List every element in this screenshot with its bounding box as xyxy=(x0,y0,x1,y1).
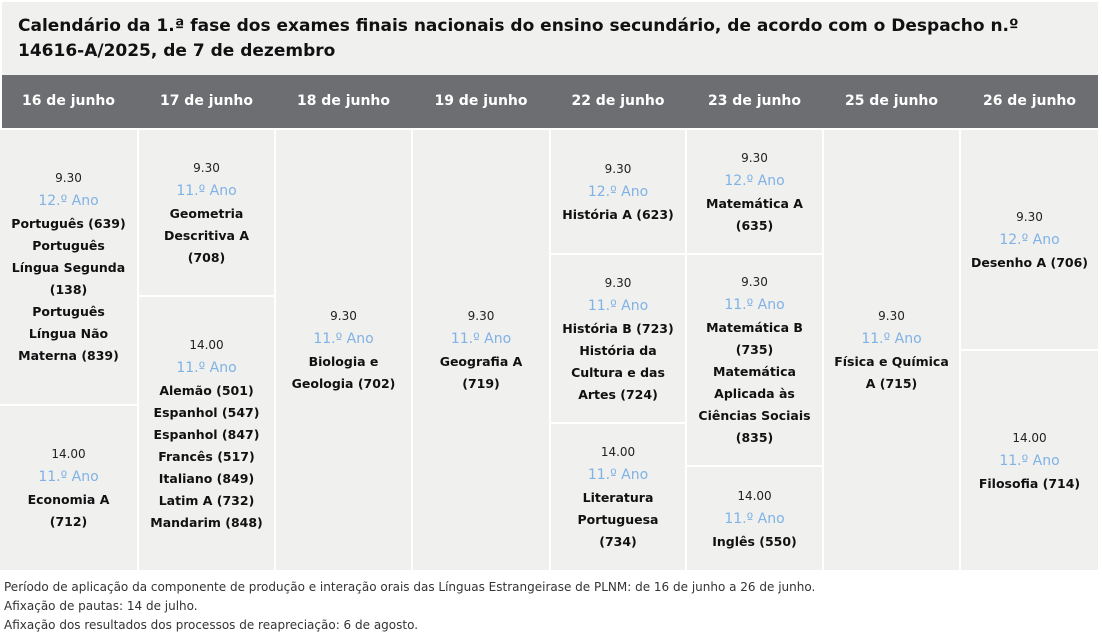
slot-time: 9.30 xyxy=(467,309,495,323)
exam-slot: 9.30 11.º Ano Biologia e Geologia (702) xyxy=(276,130,411,570)
exam-slot: 9.30 12.º Ano Matemática A (635) xyxy=(687,130,822,254)
slot-time: 9.30 xyxy=(604,161,632,176)
page-title: Calendário da 1.ª fase dos exames finais… xyxy=(18,16,1019,61)
exam-name: Espanhol (547) xyxy=(153,404,260,420)
exam-name: Português Língua Não Materna (839) xyxy=(18,303,119,363)
exam-name: Geometria Descritiva A (708) xyxy=(163,205,250,265)
exam-slot: 9.30 12.º Ano Desenho A (706) xyxy=(961,130,1098,349)
exam-name: Biologia e Geologia (702) xyxy=(291,354,396,391)
exam-name: Português Língua Segunda (138) xyxy=(11,237,126,297)
table-header: 16 de junho 17 de junho 18 de junho 19 de j… xyxy=(2,75,1098,128)
exam-slot: 14.00 11.º Ano Economia A (712) xyxy=(0,405,137,570)
slot-time: 9.30 xyxy=(604,275,632,290)
exam-slot: 14.00 11.º Ano Literatura Portuguesa (734) xyxy=(551,423,685,570)
exam-name: Alemão (501) xyxy=(159,382,254,398)
column-header: 25 de junho xyxy=(844,93,939,109)
slot-year: 11.º Ano xyxy=(313,331,374,347)
day-column: 9.30 12.º Ano Matemática A (635) 9.30 11.º A… xyxy=(687,130,822,570)
exam-name: Matemática A (635) xyxy=(706,195,803,233)
exam-slot: 14.00 11.º Ano Alemão (501) Espanhol (547) E… xyxy=(139,297,274,570)
exam-name: História A (623) xyxy=(562,206,674,222)
exam-name: Literatura Portuguesa (734) xyxy=(577,489,659,549)
slot-time: 14.00 xyxy=(600,444,636,459)
slot-year: 11.º Ano xyxy=(861,331,922,347)
slot-year: 12.º Ano xyxy=(587,183,649,200)
slot-year: 11.º Ano xyxy=(450,331,512,347)
slot-time: 14.00 xyxy=(51,446,86,461)
slot-time: 9.30 xyxy=(741,150,768,165)
exam-name: Latim A (732) xyxy=(158,492,255,508)
slot-year: 12.º Ano xyxy=(38,192,99,209)
exam-name: Francês (517) xyxy=(158,448,255,464)
slot-time: 9.30 xyxy=(55,170,82,185)
exam-slot: 14.00 11.º Ano Filosofia (714) xyxy=(961,351,1098,570)
day-column: 9.30 12.º Ano Desenho A (706) 14.00 11.º Ano… xyxy=(961,130,1098,570)
day-column: 9.30 11.º Ano Física e Química A (715) xyxy=(824,130,959,570)
exam-slot: 9.30 11.º Ano História B (723) História da … xyxy=(551,255,685,422)
slot-year: 11.º Ano xyxy=(38,468,99,485)
day-column: 9.30 11.º Ano Biologia e Geologia (702) xyxy=(276,130,411,570)
footnote: Afixação de pautas: 14 de julho. xyxy=(4,599,198,613)
exam-slot: 9.30 11.º Ano Geometria Descritiva A (708) xyxy=(139,130,274,295)
slot-year: 11.º Ano xyxy=(176,182,237,199)
day-column: 9.30 12.º Ano Português (639) Português Lín… xyxy=(0,130,137,570)
column-header: 23 de junho xyxy=(707,93,802,109)
exam-name: Espanhol (847) xyxy=(153,426,260,442)
slot-year: 12.º Ano xyxy=(724,172,785,189)
slot-time: 9.30 xyxy=(1016,209,1043,224)
exam-name: História da Cultura e das Artes (724) xyxy=(571,342,665,402)
column-header: 19 de junho xyxy=(434,93,528,109)
exam-name: História B (723) xyxy=(562,320,674,336)
column-header: 18 de junho xyxy=(296,93,391,109)
slot-time: 9.30 xyxy=(878,309,905,323)
day-column: 9.30 12.º Ano História A (623) 9.30 11.º Ano… xyxy=(551,130,685,570)
day-column: 9.30 11.º Ano Geometria Descritiva A (708)… xyxy=(139,130,274,570)
exam-name: Filosofia (714) xyxy=(978,475,1081,491)
exam-name: Física e Química A (715) xyxy=(834,354,949,391)
exam-name: Matemática B (735) xyxy=(706,320,803,358)
column-header: 26 de junho xyxy=(982,93,1077,109)
column-header: 17 de junho xyxy=(159,93,254,109)
footnote: Afixação dos resultados dos processos de… xyxy=(4,618,419,632)
slot-year: 11.º Ano xyxy=(587,297,649,314)
slot-year: 11.º Ano xyxy=(724,297,785,314)
slot-time: 9.30 xyxy=(193,160,220,175)
exam-name: Português (639) xyxy=(11,215,126,231)
slot-time: 9.30 xyxy=(330,309,357,323)
slot-year: 11.º Ano xyxy=(176,359,237,376)
slot-year: 12.º Ano xyxy=(999,231,1060,248)
slot-time: 14.00 xyxy=(1012,430,1047,445)
exam-slot: 14.00 11.º Ano Inglês (550) xyxy=(687,467,822,570)
exam-name: Economia A (712) xyxy=(27,491,110,529)
exam-name: Geografia A (719) xyxy=(439,354,523,391)
slot-time: 9.30 xyxy=(741,275,768,290)
slot-year: 11.º Ano xyxy=(724,510,785,527)
slot-time: 14.00 xyxy=(189,337,224,352)
exam-name: Mandarim (848) xyxy=(150,514,263,530)
footnotes: Período de aplicação da componente de pr… xyxy=(4,578,815,635)
footnote: Período de aplicação da componente de pr… xyxy=(4,580,816,594)
exam-slot: 9.30 11.º Ano Geografia A (719) xyxy=(413,130,549,570)
exam-name: Italiano (849) xyxy=(158,470,255,486)
slot-year: 11.º Ano xyxy=(999,452,1060,469)
exam-slot: 9.30 11.º Ano Matemática B (735) Matemática… xyxy=(687,255,822,466)
exam-name: Inglês (550) xyxy=(712,533,797,549)
exam-slot: 9.30 11.º Ano Física e Química A (715) xyxy=(824,130,959,570)
exam-slot: 9.30 12.º Ano História A (623) xyxy=(551,130,685,254)
slot-time: 14.00 xyxy=(737,488,772,503)
exam-name: Desenho A (706) xyxy=(970,254,1089,270)
column-header: 22 de junho xyxy=(571,93,665,109)
slot-year: 11.º Ano xyxy=(587,466,649,483)
exam-name: Matemática Aplicada às Ciências Sociais … xyxy=(698,364,811,446)
day-column: 9.30 11.º Ano Geografia A (719) xyxy=(413,130,549,570)
exam-slot: 9.30 12.º Ano Português (639) Português Lín… xyxy=(0,130,137,404)
title-box: Calendário da 1.ª fase dos exames finais… xyxy=(2,2,1098,75)
column-header: 16 de junho xyxy=(21,93,116,109)
